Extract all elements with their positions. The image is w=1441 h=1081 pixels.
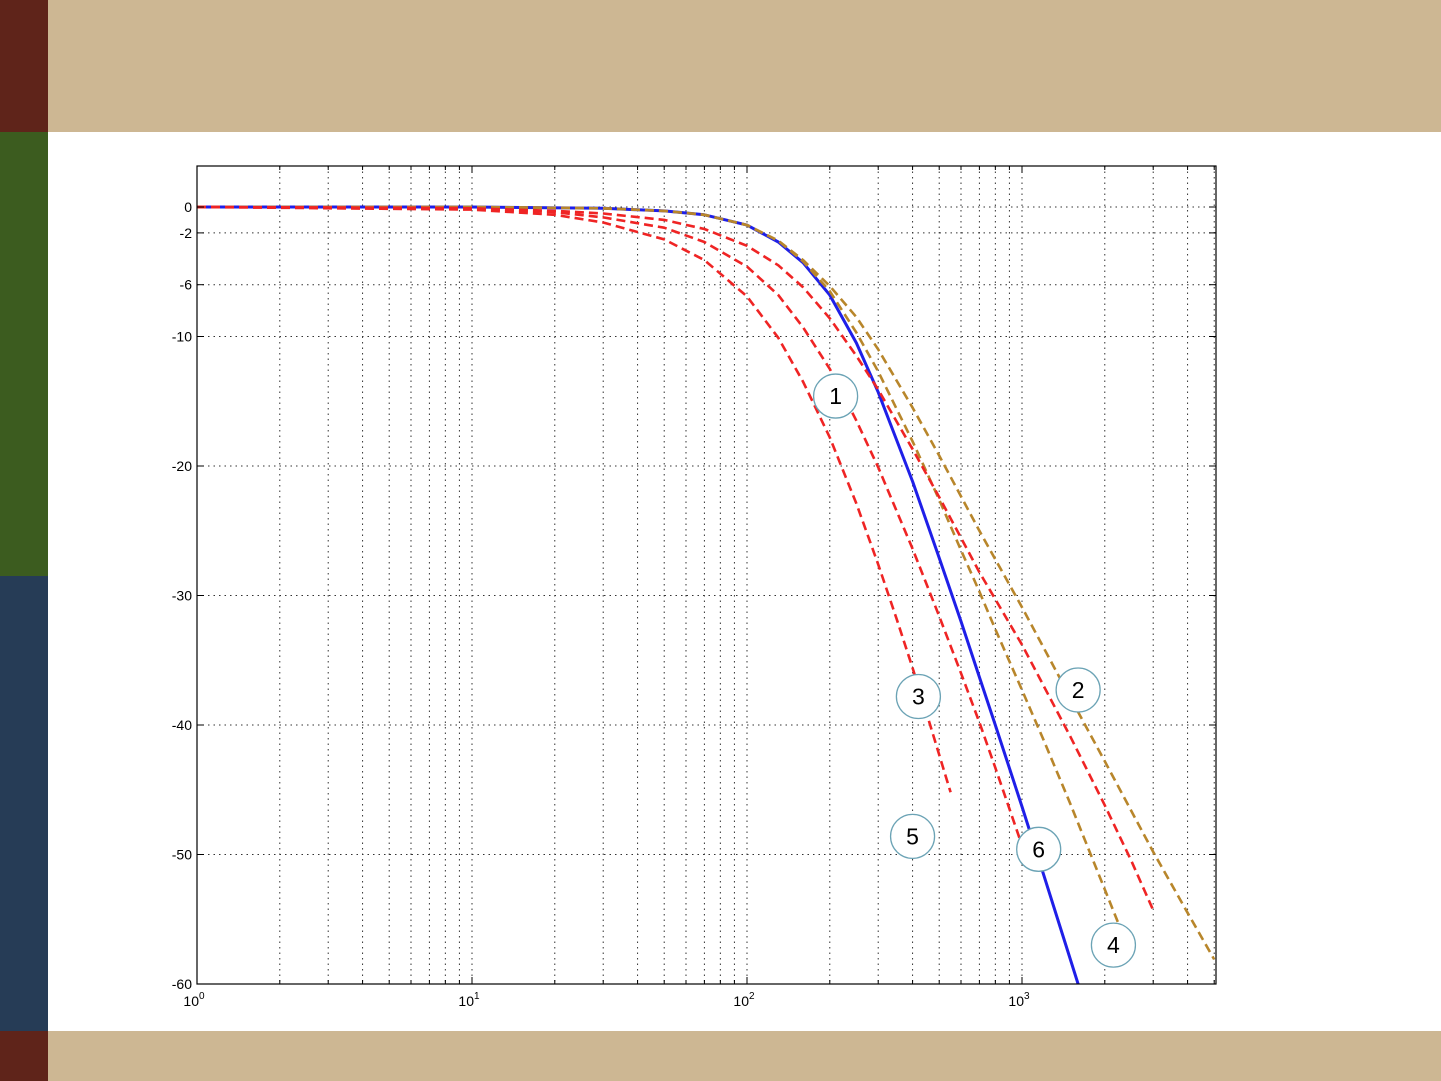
y-tick-label: -30 (172, 588, 192, 604)
y-tick-label: 0 (184, 199, 192, 215)
footer-bar (48, 1031, 1441, 1081)
x-tick-label: 101 (458, 991, 480, 1009)
header-bar (48, 0, 1441, 132)
axes-box (196, 165, 1217, 985)
curve-marker-label-5: 5 (906, 823, 919, 849)
curve-marker-circle-4 (1090, 922, 1137, 968)
accent-strip-middle (0, 132, 48, 576)
accent-strip-lower (0, 576, 48, 1031)
curve-marker-label-4: 4 (1107, 932, 1120, 958)
accent-strip-top (0, 0, 48, 132)
y-tick-label: -10 (172, 329, 192, 345)
y-tick-label: -40 (172, 717, 192, 733)
y-tick-label: -50 (172, 847, 192, 863)
plot-area (197, 166, 1216, 984)
curve-marker-circle-1 (812, 373, 859, 419)
curve-marker-label-6: 6 (1032, 836, 1045, 862)
x-tick-label: 100 (183, 991, 205, 1009)
curve-marker-label-1: 1 (829, 383, 842, 409)
x-tick-label: 103 (1008, 991, 1030, 1009)
curve-marker-label-2: 2 (1072, 677, 1085, 703)
x-tick-label: 102 (733, 991, 755, 1009)
y-tick-label: -60 (172, 976, 192, 992)
curve-marker-circle-6 (1016, 826, 1062, 872)
series-line-3 (197, 205, 1128, 945)
series-line-2 (197, 205, 1216, 961)
series-line-1 (197, 205, 1080, 984)
y-tick-label: -20 (172, 458, 192, 474)
series-line-5 (197, 205, 1024, 846)
curve-marker-circle-3 (895, 673, 942, 720)
curve-marker-circle-2 (1055, 667, 1101, 713)
curve-marker-circle-5 (889, 813, 936, 860)
accent-strip-bottom (0, 1031, 48, 1081)
y-tick-label: -6 (180, 277, 193, 293)
series-line-4 (197, 205, 1155, 911)
y-tick-label: -2 (180, 225, 193, 241)
curve-marker-label-3: 3 (912, 684, 925, 710)
